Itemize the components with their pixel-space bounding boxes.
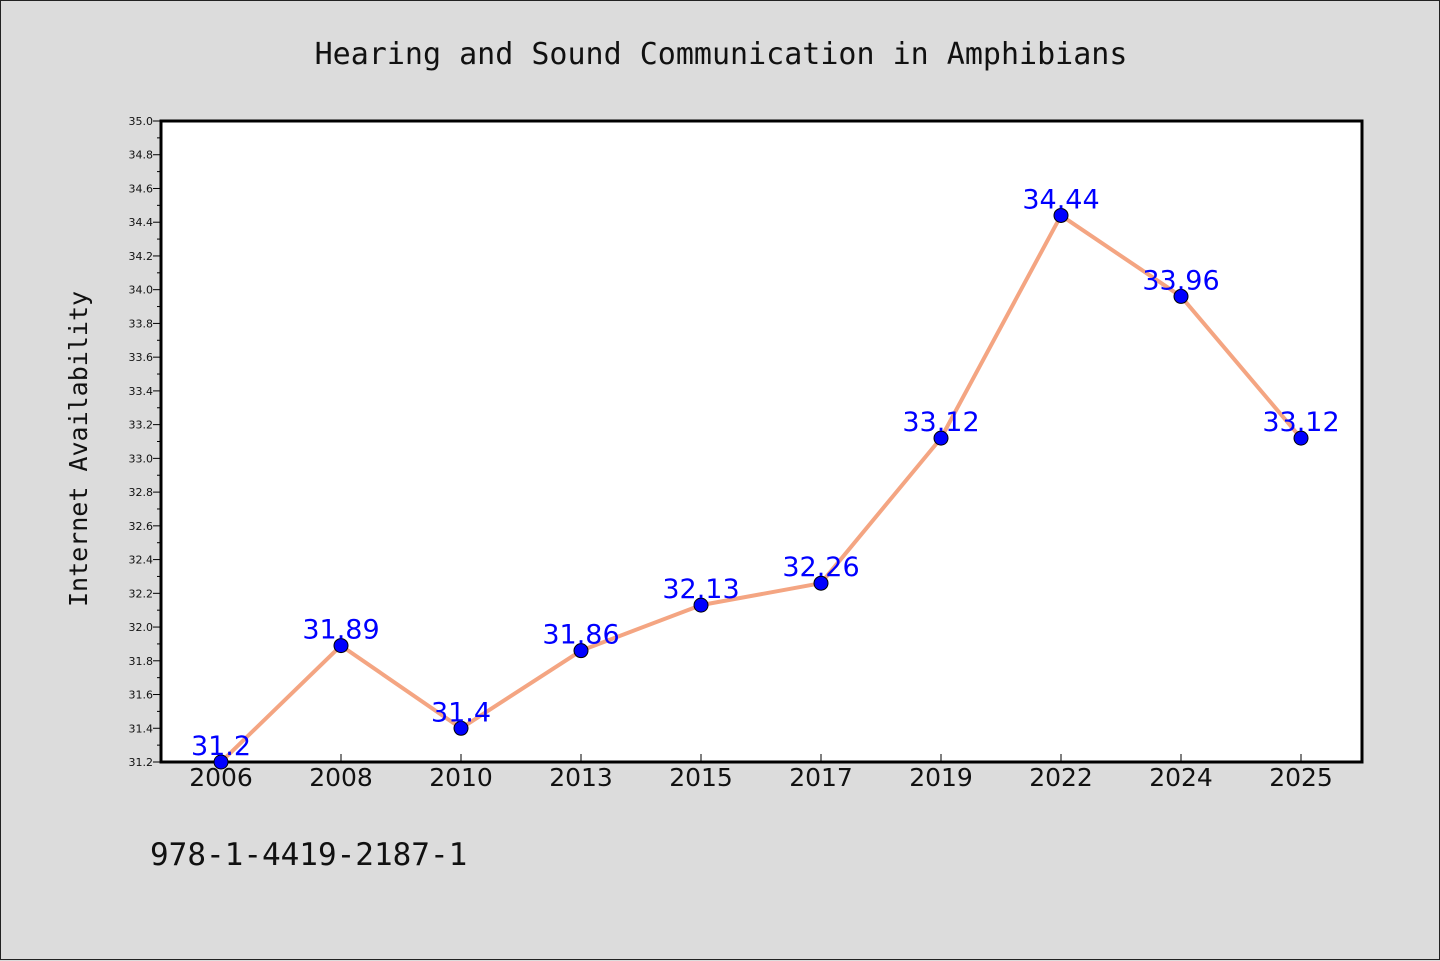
y-tick-label: 31.2 [129,756,154,769]
y-tick-label: 33.8 [129,317,154,330]
data-point [933,430,949,446]
y-axis: 31.2 31.4 31.6 31.8 32.0 32.2 32.4 32.6 32.8 33.0… [129,115,161,769]
y-tick-label: 34.0 [129,284,154,297]
y-tick-label: 34.2 [129,250,154,263]
chart-title: Hearing and Sound Communication in Amphi… [315,37,1128,72]
data-point [1173,288,1189,304]
y-tick-label: 32.2 [129,587,154,600]
x-tick-label: 2022 [1029,763,1093,792]
y-tick-label: 33.0 [129,452,154,465]
data-label: 34.44 [1022,184,1099,215]
data-label: 31.4 [431,697,491,728]
plot-area [159,119,1364,764]
y-tick-label: 33.2 [129,419,154,432]
data-label: 33.12 [1262,407,1339,438]
y-tick-label: 31.6 [129,689,154,702]
y-tick-label: 31.4 [129,722,154,735]
data-point [453,720,469,736]
x-tick-label: 2025 [1269,763,1333,792]
x-tick-label: 2015 [669,763,733,792]
series-group [213,207,1309,770]
data-label: 33.96 [1142,265,1219,296]
x-tick-label: 2010 [429,763,493,792]
data-label: 31.86 [542,620,619,651]
data-label: 31.2 [191,731,251,762]
y-tick-label: 32.4 [129,554,154,567]
y-tick-label: 33.6 [129,351,154,364]
y-axis-label: Internet Availability [64,291,93,607]
x-tick-label: 2024 [1149,763,1213,792]
data-point [1293,430,1309,446]
x-tick-label: 2008 [309,763,373,792]
data-point [333,638,349,654]
data-point [813,575,829,591]
x-axis: 2006 2008 2010 2013 2015 2017 2019 2022 2024 2025 [189,754,1333,792]
data-point [1053,207,1069,223]
y-tick-label: 34.4 [129,216,154,229]
y-tick-label: 34.6 [129,182,154,195]
x-tick-label: 2013 [549,763,613,792]
data-label-group: 31.2 31.89 31.4 31.86 32.13 32.26 33.12 34.44 33… [191,184,1340,762]
y-tick-label: 34.8 [129,149,154,162]
y-tick-label: 32.0 [129,621,154,634]
x-tick-label: 2019 [909,763,973,792]
y-tick-label: 33.4 [129,385,154,398]
y-tick-label: 35.0 [129,115,154,128]
data-label: 31.89 [302,615,379,646]
data-label: 33.12 [902,407,979,438]
series-line [219,213,1303,764]
footer-isbn: 978-1-4419-2187-1 [150,837,467,873]
y-tick-label: 31.8 [129,655,154,668]
data-point [573,643,589,659]
data-point [213,754,229,770]
x-tick-label: 2017 [789,763,853,792]
data-label: 32.26 [782,552,859,583]
y-tick-label: 32.6 [129,520,154,533]
data-label: 32.13 [662,574,739,605]
y-tick-label: 32.8 [129,486,154,499]
data-point [693,597,709,613]
